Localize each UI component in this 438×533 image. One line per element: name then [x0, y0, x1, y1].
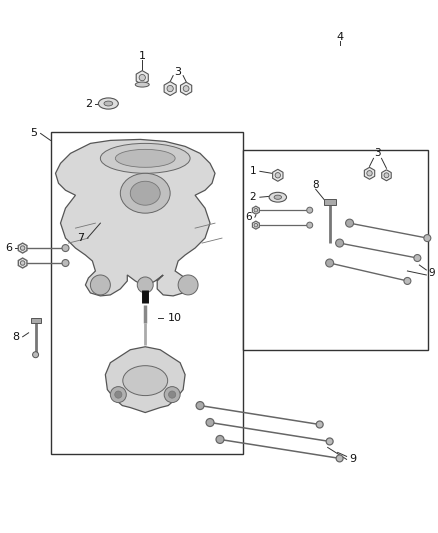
- Circle shape: [167, 85, 173, 92]
- Circle shape: [316, 421, 323, 428]
- Circle shape: [21, 246, 25, 251]
- Text: 6: 6: [246, 212, 252, 222]
- Ellipse shape: [104, 101, 113, 106]
- Polygon shape: [382, 170, 391, 181]
- Circle shape: [346, 219, 353, 227]
- Circle shape: [307, 222, 313, 228]
- Circle shape: [307, 207, 313, 213]
- Polygon shape: [56, 140, 215, 296]
- Circle shape: [206, 418, 214, 426]
- Circle shape: [336, 239, 343, 247]
- Ellipse shape: [135, 82, 149, 87]
- Text: 2: 2: [85, 99, 92, 109]
- Circle shape: [384, 173, 389, 178]
- Circle shape: [178, 275, 198, 295]
- Circle shape: [326, 438, 333, 445]
- Circle shape: [110, 386, 126, 402]
- Bar: [50, 132, 243, 455]
- Text: 8: 8: [12, 332, 19, 342]
- Circle shape: [196, 401, 204, 409]
- Ellipse shape: [99, 98, 118, 109]
- Ellipse shape: [115, 149, 175, 167]
- Circle shape: [183, 86, 189, 92]
- Circle shape: [275, 173, 280, 178]
- Circle shape: [139, 75, 145, 80]
- Circle shape: [326, 259, 334, 267]
- Text: 10: 10: [168, 313, 182, 323]
- Ellipse shape: [100, 143, 190, 173]
- Text: 9: 9: [428, 268, 434, 278]
- Polygon shape: [18, 243, 27, 253]
- Text: 7: 7: [77, 233, 84, 243]
- Circle shape: [21, 261, 25, 265]
- Circle shape: [62, 245, 69, 252]
- Bar: [324, 199, 336, 205]
- Text: 8: 8: [312, 180, 319, 190]
- Text: 3: 3: [374, 148, 381, 158]
- Ellipse shape: [269, 192, 286, 202]
- Circle shape: [90, 275, 110, 295]
- Circle shape: [32, 352, 39, 358]
- Polygon shape: [180, 82, 192, 95]
- Polygon shape: [18, 258, 27, 268]
- Circle shape: [216, 435, 224, 443]
- Ellipse shape: [123, 366, 168, 395]
- Polygon shape: [136, 71, 148, 85]
- Circle shape: [169, 391, 176, 398]
- Polygon shape: [252, 206, 259, 214]
- Circle shape: [137, 277, 153, 293]
- Polygon shape: [106, 347, 185, 413]
- Text: 2: 2: [250, 192, 256, 202]
- Polygon shape: [272, 169, 283, 181]
- Circle shape: [367, 171, 372, 176]
- Bar: [243, 150, 428, 350]
- Bar: [31, 318, 41, 323]
- Polygon shape: [252, 221, 259, 229]
- Ellipse shape: [120, 173, 170, 213]
- Circle shape: [404, 278, 411, 285]
- Circle shape: [164, 386, 180, 402]
- Text: 4: 4: [336, 32, 343, 42]
- Ellipse shape: [274, 195, 282, 199]
- Polygon shape: [164, 82, 176, 95]
- Text: 9: 9: [349, 455, 356, 464]
- Text: 6: 6: [5, 243, 12, 253]
- Circle shape: [414, 255, 421, 262]
- Circle shape: [254, 223, 258, 227]
- Text: 5: 5: [30, 128, 37, 139]
- Circle shape: [424, 235, 431, 241]
- Text: 1: 1: [139, 51, 146, 61]
- Text: 1: 1: [250, 166, 256, 176]
- Circle shape: [62, 260, 69, 266]
- Text: 3: 3: [175, 67, 182, 77]
- Circle shape: [336, 455, 343, 462]
- Polygon shape: [364, 167, 374, 179]
- Ellipse shape: [130, 181, 160, 205]
- Circle shape: [115, 391, 122, 398]
- Circle shape: [254, 208, 258, 212]
